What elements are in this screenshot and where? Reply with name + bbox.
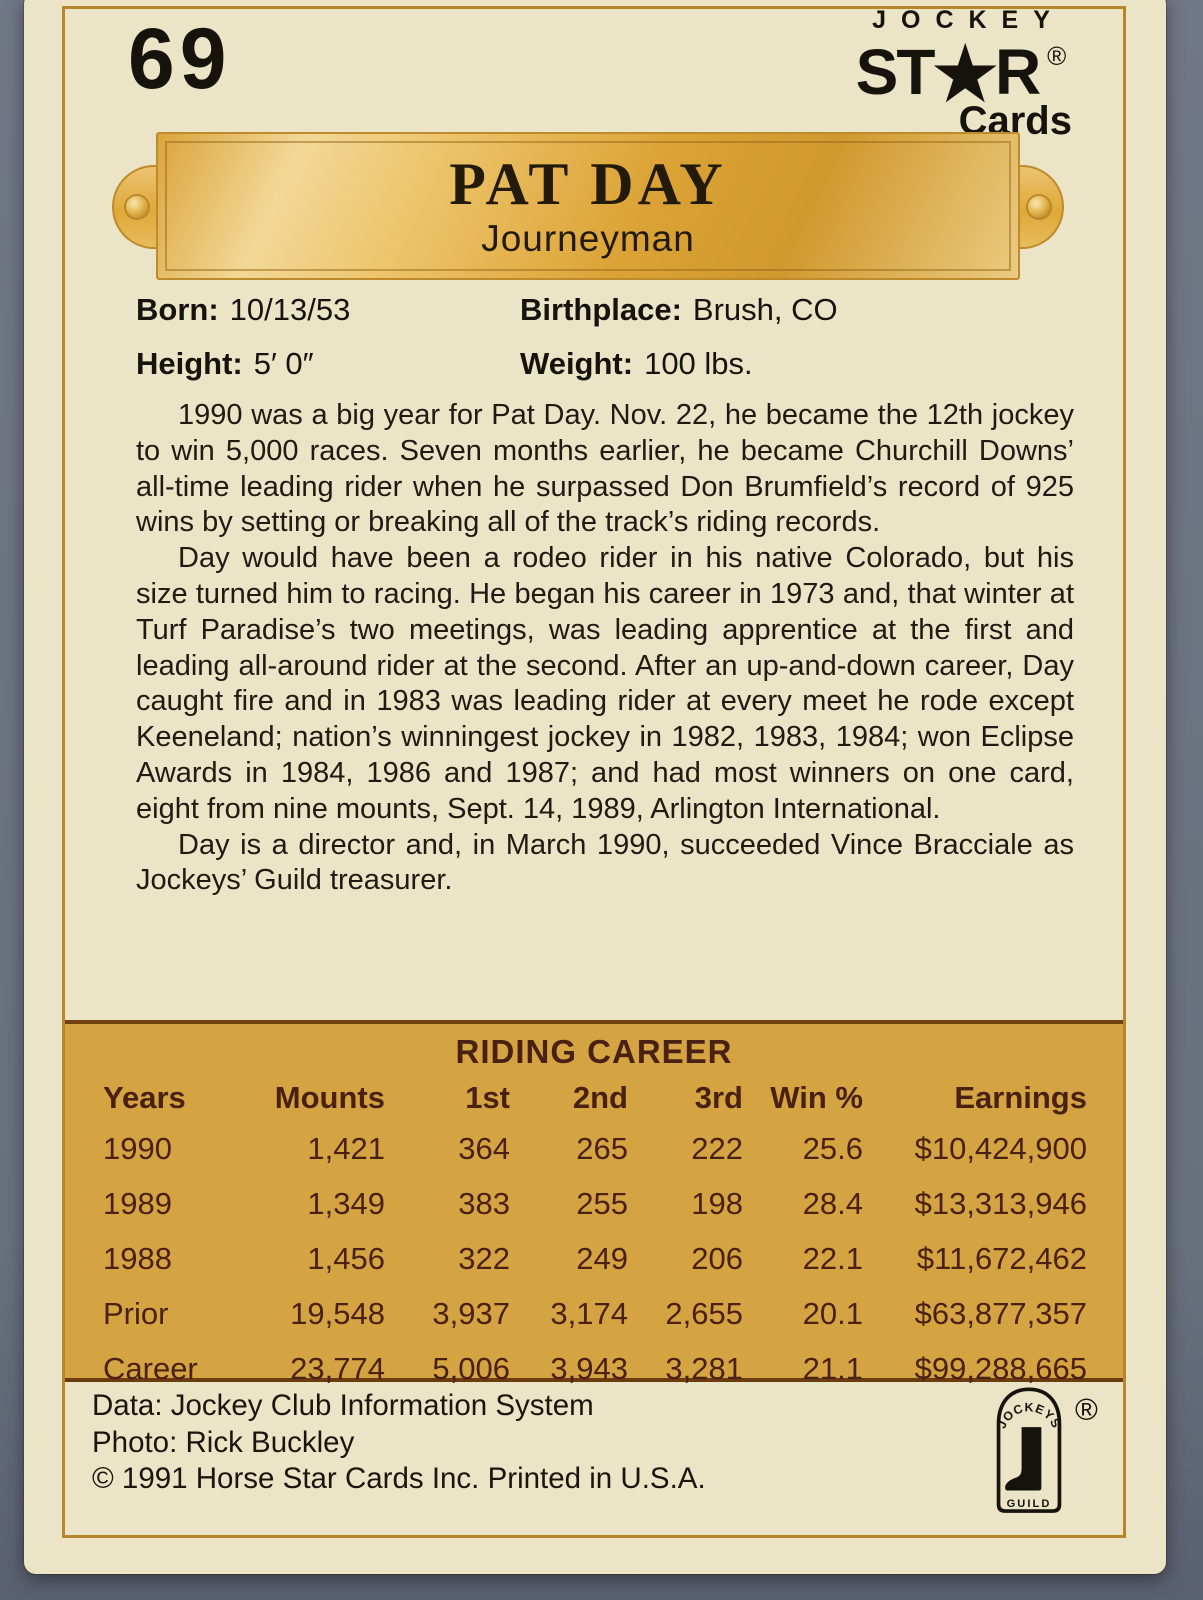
bio-paragraph: 1990 was a big year for Pat Day. Nov. 22… [136, 399, 1074, 539]
cell: 2,655 [665, 1295, 743, 1331]
card-number: 69 [128, 9, 232, 107]
bio-section: Born: 10/13/53 Birthplace: Brush, CO Hei… [136, 292, 1080, 400]
table-row: Prior 19,548 3,937 3,174 2,655 20.1 $63,… [95, 1286, 1087, 1341]
cell: 3,943 [550, 1350, 628, 1386]
cell: 3,937 [432, 1295, 510, 1331]
cell: 28.4 [802, 1185, 863, 1221]
riding-career-panel: RIDING CAREER Years Mounts 1st 2nd 3rd W… [65, 1020, 1123, 1386]
col-win-pct: Win % [770, 1080, 863, 1115]
screw-icon [1028, 196, 1050, 218]
cell: 1988 [103, 1240, 172, 1276]
height-value: 5′ 0″ [253, 346, 314, 381]
col-years: Years [103, 1080, 186, 1115]
col-3rd: 3rd [694, 1080, 743, 1115]
bio-height: Height: 5′ 0″ [136, 346, 520, 382]
jockeys-guild-icon: JOCKEYS GUILD [994, 1387, 1063, 1513]
brand-logo: JOCKEY ST ★ R ® Cards [836, 6, 1086, 144]
weight-value: 100 lbs. [644, 346, 753, 381]
cell: 5,006 [432, 1350, 510, 1386]
cell: 198 [691, 1185, 743, 1221]
cell: 1,349 [307, 1185, 385, 1221]
cell: 23,774 [290, 1350, 385, 1386]
cell: $11,672,462 [916, 1240, 1087, 1276]
cell: 19,548 [290, 1295, 385, 1331]
photo-credit: Photo: Rick Buckley [92, 1425, 355, 1459]
cell: 1,421 [307, 1130, 385, 1166]
jockey-title: Journeyman [481, 218, 695, 259]
cell: $10,424,900 [914, 1130, 1087, 1166]
col-mounts: Mounts [274, 1080, 385, 1115]
cell: 22.1 [802, 1240, 863, 1276]
cell: 255 [576, 1185, 628, 1221]
cell: $13,313,946 [914, 1185, 1087, 1221]
cell: 364 [458, 1130, 510, 1166]
cell: 20.1 [802, 1295, 863, 1331]
cell: 222 [691, 1130, 743, 1166]
data-credit: Data: Jockey Club Information System [92, 1389, 594, 1422]
brand-st-text: ST [855, 36, 936, 108]
born-label: Born: [136, 292, 219, 327]
weight-label: Weight: [520, 346, 634, 381]
cell: $63,877,357 [914, 1295, 1087, 1331]
col-earnings: Earnings [954, 1080, 1087, 1115]
brand-r-text: R [994, 36, 1041, 108]
riding-career-title: RIDING CAREER [455, 1033, 733, 1070]
cell: 3,281 [665, 1350, 743, 1386]
bio-paragraph: Day would have been a rodeo rider in his… [136, 542, 1074, 825]
jockey-name: PAT DAY [449, 151, 727, 217]
registered-trademark-icon: ® [1047, 41, 1067, 71]
biography-text: 1990 was a big year for Pat Day. Nov. 22… [136, 398, 1074, 899]
cell: Career [103, 1350, 198, 1386]
riding-career-table: Years Mounts 1st 2nd 3rd Win % Earnings … [95, 1075, 1087, 1396]
bio-weight: Weight: 100 lbs. [520, 346, 753, 382]
table-row: Career 23,774 5,006 3,943 3,281 21.1 $99… [95, 1341, 1087, 1396]
cell: 249 [576, 1240, 628, 1276]
copyright-line: © 1991 Horse Star Cards Inc. Printed in … [92, 1462, 706, 1495]
screw-icon [126, 196, 148, 218]
cell: 3,174 [550, 1295, 628, 1331]
cell: $99,288,665 [914, 1350, 1087, 1386]
table-row: 1988 1,456 322 249 206 22.1 $11,672,462 [95, 1231, 1087, 1286]
credits-section: Data: Jockey Club Information System Pho… [92, 1388, 972, 1498]
birthplace-label: Birthplace: [520, 292, 682, 327]
cell: 1,456 [307, 1240, 385, 1276]
plaque-face: PAT DAY Journeyman [156, 132, 1020, 280]
cell: 21.1 [802, 1350, 863, 1386]
cell: 383 [458, 1185, 510, 1221]
riding-boot-icon [1005, 1427, 1042, 1491]
table-row: 1990 1,421 364 265 222 25.6 $10,424,900 [95, 1121, 1087, 1176]
birthplace-value: Brush, CO [692, 292, 838, 327]
cell: 1989 [103, 1185, 172, 1221]
svg-text:JOCKEYS: JOCKEYS [994, 1400, 1063, 1430]
table-header-row: Years Mounts 1st 2nd 3rd Win % Earnings [95, 1075, 1087, 1121]
height-label: Height: [136, 346, 243, 381]
cell: 265 [576, 1130, 628, 1166]
bio-paragraph: Day is a director and, in March 1990, su… [136, 828, 1074, 897]
jockeys-guild-logo: JOCKEYS GUILD [991, 1386, 1067, 1521]
cell: Prior [103, 1295, 169, 1331]
table-row: 1989 1,349 383 255 198 28.4 $13,313,946 [95, 1176, 1087, 1231]
cell: 1990 [103, 1130, 172, 1166]
registered-trademark-icon: ® [1075, 1392, 1098, 1427]
brand-jockey-text: JOCKEY [872, 6, 1065, 34]
cell: 206 [691, 1240, 743, 1276]
cell: 322 [458, 1240, 510, 1276]
star-icon: ★ [928, 27, 1002, 122]
bio-born: Born: 10/13/53 [136, 292, 520, 328]
col-1st: 1st [465, 1080, 510, 1115]
card-back: 69 JOCKEY ST ★ R ® Cards PAT DAY Journey… [24, 0, 1166, 1574]
brand-star-wordmark: ST ★ R ® [836, 34, 1086, 116]
guild-arc-text: JOCKEYS [994, 1400, 1062, 1430]
born-value: 10/13/53 [229, 292, 351, 327]
bio-birthplace: Birthplace: Brush, CO [520, 292, 838, 328]
name-plaque: PAT DAY Journeyman [112, 132, 1064, 280]
guild-bottom-text: GUILD [1007, 1498, 1052, 1510]
cell: 25.6 [802, 1130, 863, 1166]
col-2nd: 2nd [572, 1080, 628, 1115]
